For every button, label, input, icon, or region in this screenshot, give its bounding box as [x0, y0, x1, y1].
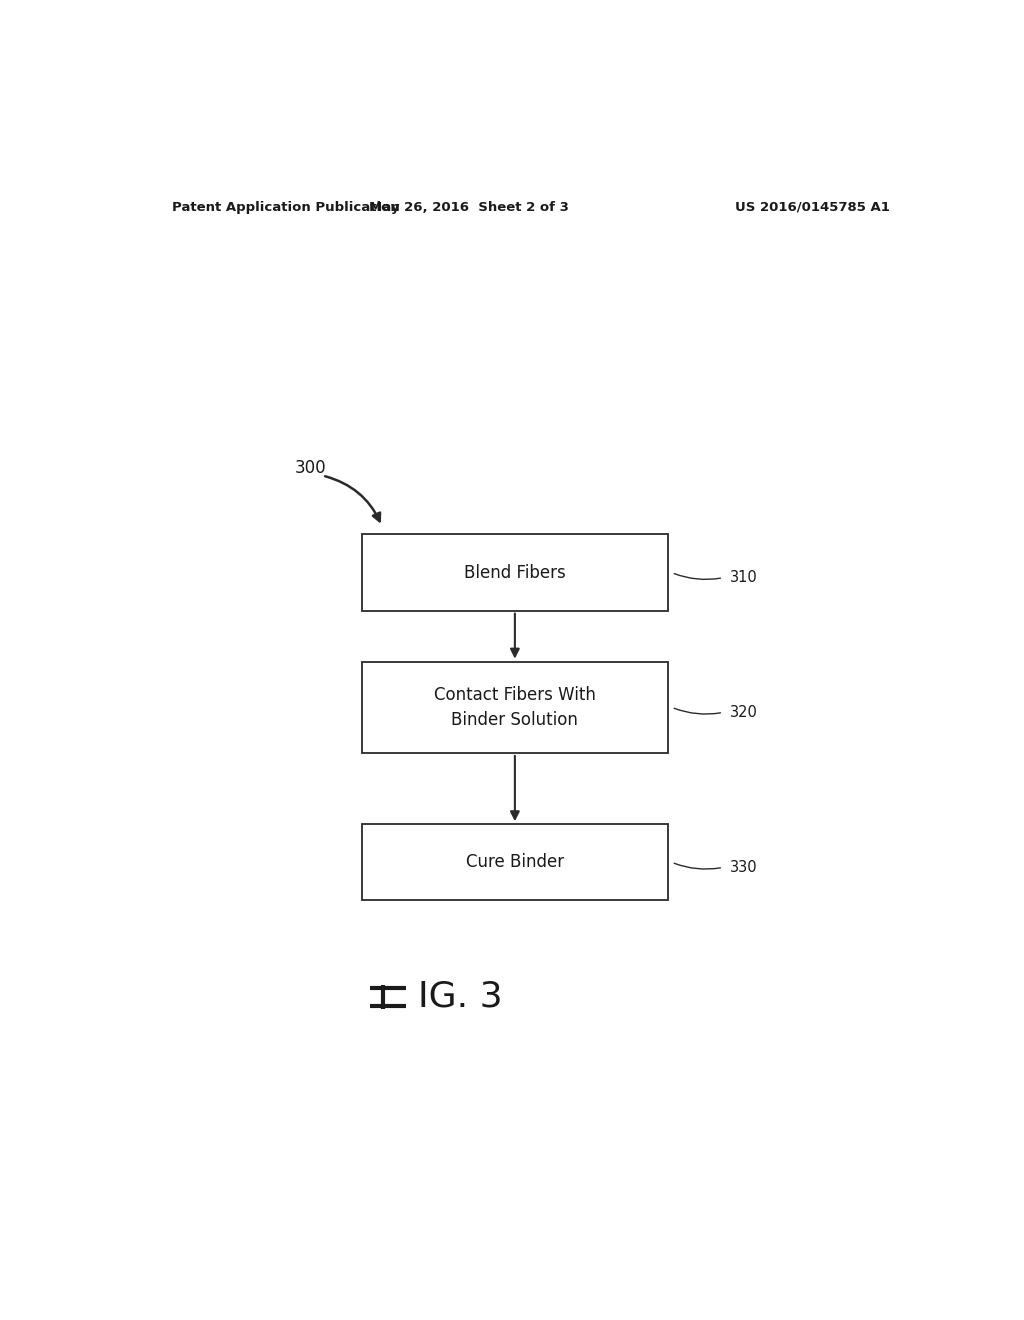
- Text: 320: 320: [729, 705, 758, 719]
- FancyArrowPatch shape: [674, 574, 721, 579]
- FancyArrowPatch shape: [674, 863, 721, 869]
- Text: May 26, 2016  Sheet 2 of 3: May 26, 2016 Sheet 2 of 3: [370, 201, 569, 214]
- Text: US 2016/0145785 A1: US 2016/0145785 A1: [735, 201, 890, 214]
- Text: Contact Fibers With
Binder Solution: Contact Fibers With Binder Solution: [434, 686, 596, 729]
- Text: Blend Fibers: Blend Fibers: [464, 564, 565, 582]
- FancyArrowPatch shape: [325, 477, 380, 521]
- Text: 300: 300: [295, 459, 327, 478]
- Text: 310: 310: [729, 570, 758, 585]
- Bar: [362, 661, 668, 752]
- FancyArrowPatch shape: [674, 709, 721, 714]
- Bar: [362, 824, 668, 900]
- Text: Patent Application Publication: Patent Application Publication: [172, 201, 399, 214]
- Text: Cure Binder: Cure Binder: [466, 853, 564, 871]
- Text: IG. 3: IG. 3: [418, 979, 503, 1014]
- Bar: [362, 535, 668, 611]
- Text: 330: 330: [729, 859, 757, 875]
